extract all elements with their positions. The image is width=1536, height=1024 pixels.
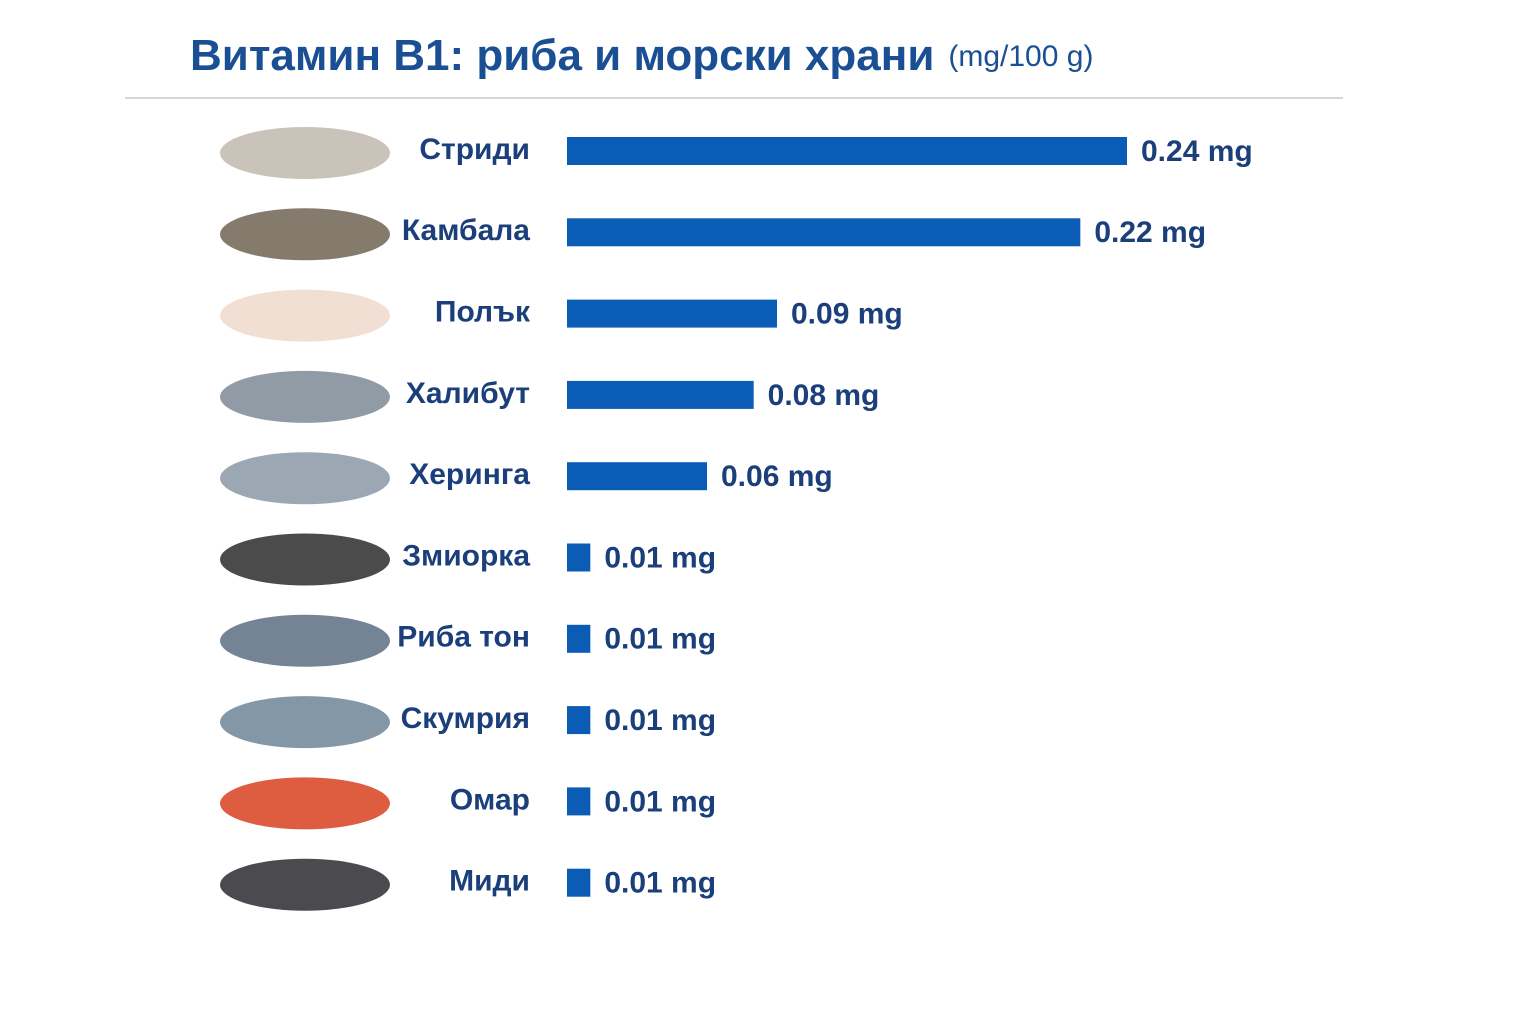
chart-title: Витамин В1: риба и морски храни — [190, 31, 934, 80]
food-icon — [220, 614, 390, 667]
food-icon — [220, 858, 390, 911]
bar — [567, 218, 1081, 247]
value-label: 0.01 mg — [604, 541, 716, 574]
value-label: 0.01 mg — [604, 785, 716, 818]
food-icon — [220, 777, 390, 830]
bar — [567, 868, 591, 897]
category-label: Полък — [435, 296, 531, 329]
category-label: Стриди — [419, 133, 530, 166]
value-label: 0.24 mg — [1141, 135, 1253, 168]
value-label: 0.08 mg — [768, 379, 880, 412]
category-label: Змиорка — [402, 539, 530, 572]
bar — [567, 706, 591, 735]
food-icon — [220, 696, 390, 749]
category-label: Миди — [449, 865, 530, 898]
bar — [567, 380, 754, 409]
bar — [567, 137, 1127, 165]
bar — [567, 299, 777, 328]
value-label: 0.01 mg — [604, 623, 716, 656]
category-label: Риба тон — [397, 621, 530, 654]
bar — [567, 624, 591, 653]
category-label: Омар — [450, 783, 530, 816]
value-label: 0.22 mg — [1094, 216, 1206, 249]
food-icon — [220, 533, 390, 586]
value-label: 0.01 mg — [604, 867, 716, 900]
food-icon — [220, 370, 390, 423]
bar — [567, 787, 591, 816]
chart-subtitle: (mg/100 g) — [948, 40, 1093, 73]
category-label: Халибут — [406, 377, 530, 410]
food-icon — [220, 127, 390, 179]
category-label: Херинга — [409, 458, 530, 491]
value-label: 0.01 mg — [604, 704, 716, 737]
bar — [567, 462, 707, 491]
value-label: 0.06 mg — [721, 460, 833, 493]
category-label: Камбала — [402, 214, 530, 247]
category-label: Скумрия — [401, 702, 530, 735]
bar — [567, 543, 591, 572]
food-icon — [220, 289, 390, 342]
chart-title-line: Витамин В1: риба и морски храни (mg/100 g… — [190, 31, 1093, 80]
food-icon — [220, 452, 390, 505]
food-icon — [220, 208, 390, 261]
value-label: 0.09 mg — [791, 298, 903, 331]
